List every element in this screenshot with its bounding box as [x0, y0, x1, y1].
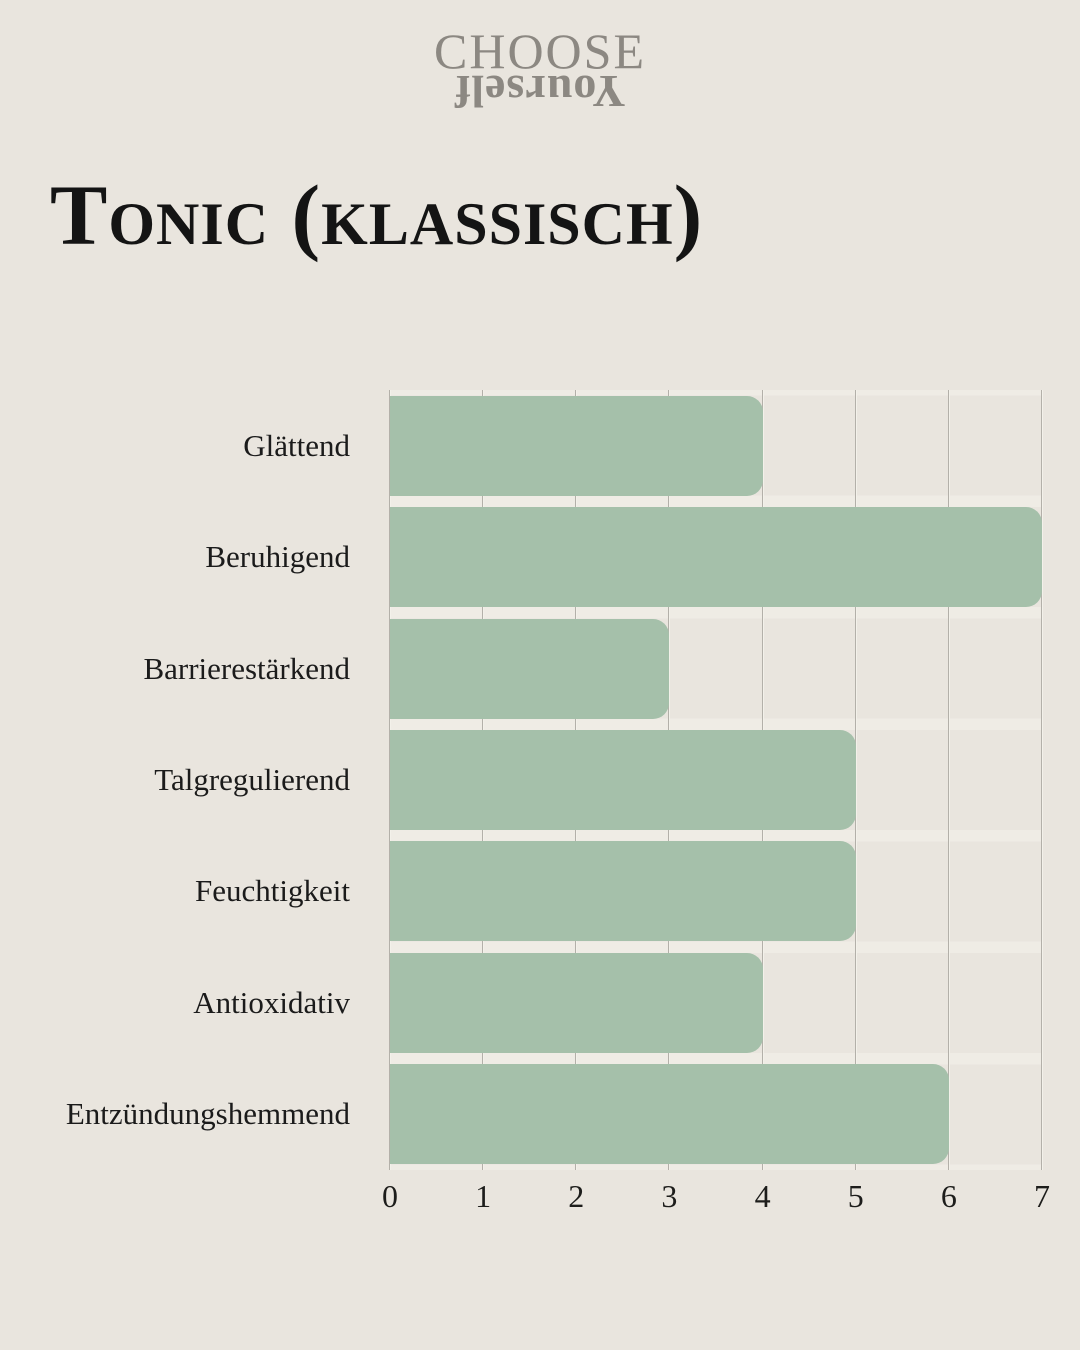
bar-6 [390, 952, 763, 1053]
bar-row [390, 613, 1042, 724]
x-axis: 0 1 2 3 4 5 6 7 [382, 1178, 1050, 1220]
logo-yourself-flipped-text: Yourself [454, 66, 626, 117]
label-row: Barrierestärkend [0, 613, 370, 724]
page-title: Tonic (klassisch) [50, 167, 704, 263]
bar-row [390, 501, 1042, 612]
brand-logo: CHOOSE Yourself [0, 23, 1080, 117]
category-label: Feuchtigkeit [195, 873, 350, 909]
category-label: Antioxidativ [193, 984, 350, 1020]
x-tick-label: 4 [754, 1178, 771, 1214]
category-label: Entzündungshemmend [65, 1096, 350, 1132]
bar-series [390, 390, 1042, 1170]
logo-choose-text: CHOOSE [433, 23, 647, 79]
bar-row [390, 724, 1042, 835]
bar-row [390, 947, 1042, 1058]
category-label: Barrierestärkend [143, 650, 350, 686]
label-row: Glättend [0, 390, 370, 501]
x-tick-label: 6 [940, 1178, 957, 1214]
chart-gridline [947, 390, 950, 1170]
label-row: Feuchtigkeit [0, 836, 370, 947]
category-label: Beruhigend [205, 539, 350, 575]
chart-gridline [1041, 390, 1043, 1170]
category-label: Talgregulierend [154, 761, 350, 797]
label-row: Talgregulierend [0, 724, 370, 835]
chart-gridline [854, 390, 857, 1170]
bar-2 [390, 507, 1042, 608]
bar-chart-plot-area [389, 390, 1043, 1170]
x-tick-label: 2 [568, 1178, 585, 1214]
x-tick-label: 0 [382, 1178, 398, 1214]
bar-row [390, 836, 1042, 947]
label-row: Entzündungshemmend [0, 1059, 370, 1170]
bar-4 [390, 729, 856, 830]
label-row: Beruhigend [0, 501, 370, 612]
bar-5 [390, 841, 856, 942]
x-tick-label: 3 [661, 1178, 678, 1214]
bar-row [390, 390, 1042, 501]
x-tick-label: 5 [847, 1178, 864, 1214]
label-row: Antioxidativ [0, 947, 370, 1058]
bar-3 [390, 618, 670, 719]
bar-7 [390, 1064, 949, 1165]
bar-1 [390, 395, 763, 496]
category-label: Glättend [243, 427, 350, 463]
x-tick-label: 1 [475, 1178, 492, 1214]
bar-row [390, 1059, 1042, 1170]
x-tick-label: 7 [1034, 1178, 1050, 1214]
chart-category-labels: Glättend Beruhigend Barrierestärkend Talgre… [0, 390, 370, 1170]
